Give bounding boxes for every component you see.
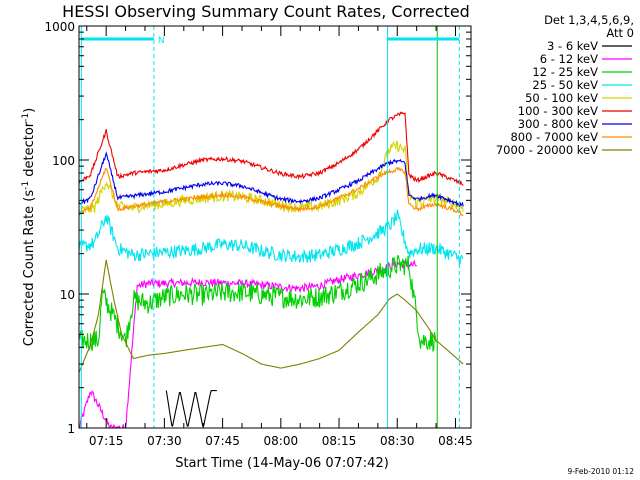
series-line-9 xyxy=(79,259,464,373)
y-tick-label: 1 xyxy=(67,422,75,436)
x-tick-label: 07:15 xyxy=(89,434,124,448)
legend-label: 7000 - 20000 keV xyxy=(496,143,598,157)
legend-label: 12 - 25 keV xyxy=(532,65,598,79)
x-tick-label: 08:30 xyxy=(380,434,415,448)
series-line-2 xyxy=(79,259,417,428)
y-tick-label: 100 xyxy=(52,154,75,168)
y-tick-label: 1000 xyxy=(44,20,75,34)
x-tick-label: 08:00 xyxy=(264,434,299,448)
series-line-7 xyxy=(79,151,464,207)
legend-label: 800 - 7000 keV xyxy=(510,130,598,144)
y-axis-label: Corrected Count Rate (s-1 detector-1) xyxy=(21,108,37,346)
ylabel-part-1: Corrected Count Rate (s xyxy=(22,190,37,347)
x-tick-label: 07:45 xyxy=(205,434,240,448)
x-tick-label: 08:45 xyxy=(438,434,473,448)
ylabel-part-3: ) xyxy=(22,108,37,113)
svg-text:Corrected Count Rate (s-1 dete: Corrected Count Rate (s-1 detector-1) xyxy=(21,108,37,346)
flag-label: N xyxy=(158,36,165,46)
series-line-1 xyxy=(165,390,217,428)
ylabel-sup-2: -1 xyxy=(21,113,31,122)
series-line-4 xyxy=(79,209,464,267)
series-line-6 xyxy=(79,111,464,187)
x-tick-label: 08:15 xyxy=(322,434,357,448)
x-axis-label: Start Time (14-May-06 07:07:42) xyxy=(175,456,389,471)
chart-title: HESSI Observing Summary Count Rates, Cor… xyxy=(62,2,470,21)
ylabel-part-2: detector xyxy=(22,121,37,181)
legend-label: 300 - 800 keV xyxy=(518,117,598,131)
legend-label: 3 - 6 keV xyxy=(547,39,598,53)
plot-frame xyxy=(78,25,472,429)
legend-label: 50 - 100 keV xyxy=(525,91,598,105)
x-tick-label: 07:30 xyxy=(147,434,182,448)
legend-label: 6 - 12 keV xyxy=(540,52,598,66)
plot-area: N 1 10 100 1000 07:15 07:30 07:45 08:00 08:15 08:… xyxy=(44,20,472,448)
legend-header-line-1: Det 1,3,4,5,6,9, xyxy=(544,13,634,27)
legend-label: 100 - 300 keV xyxy=(518,104,598,118)
y-tick-label: 10 xyxy=(60,288,75,302)
timestamp: 9-Feb-2010 01:12 xyxy=(567,467,634,476)
legend-label: 25 - 50 keV xyxy=(532,78,598,92)
series-line-8 xyxy=(79,166,464,217)
ylabel-sup-1: -1 xyxy=(21,181,31,190)
legend-header-line-2: Att 0 xyxy=(606,26,634,40)
series-line-3 xyxy=(79,254,437,353)
